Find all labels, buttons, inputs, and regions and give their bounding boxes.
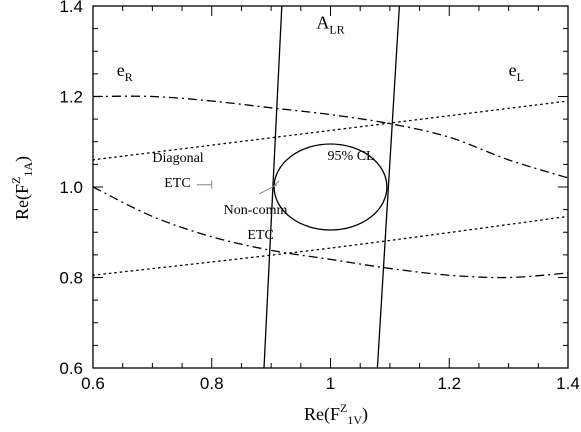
label-cl: 95% CL xyxy=(328,149,375,164)
y-axis-title: Re(FZ1A) xyxy=(9,156,35,220)
series-line-e-r-2 xyxy=(92,95,569,179)
x-axis-title: Re(FZ1V) xyxy=(304,401,368,427)
plot-curves xyxy=(92,5,569,369)
x-tick-label: 1.4 xyxy=(556,374,580,393)
label-er: eR xyxy=(117,60,133,84)
nc-bar-cap xyxy=(272,180,280,188)
y-tick-label: 1.0 xyxy=(59,178,83,197)
label-diag2: ETC xyxy=(164,176,190,191)
plot-axes: 0.6 0.8 1 1.2 1.4 0.6 0.8 1.0 1.2 1.4 xyxy=(59,0,579,393)
x-tick-label: 1 xyxy=(326,374,335,393)
x-tick-label: 1.2 xyxy=(437,374,461,393)
y-tick-label: 1.4 xyxy=(59,0,83,16)
series-line-e-l-5 xyxy=(92,215,569,276)
confidence-ellipse xyxy=(273,143,388,231)
label-nc2: ETC xyxy=(247,228,273,243)
x-tick-label: 0.8 xyxy=(200,374,224,393)
y-tick-label: 0.6 xyxy=(59,359,83,378)
series-line-e-l-4 xyxy=(92,100,569,161)
label-nc1: Non-comm xyxy=(224,203,288,218)
label-el: eL xyxy=(509,60,524,84)
plot-annotations: ALR eR eL 95% CL Diagonal ETC Non-comm ETC xyxy=(117,13,524,243)
series-line-a-lr-1 xyxy=(376,5,401,369)
series-line-e-r-3 xyxy=(92,186,569,279)
y-tick-label: 1.2 xyxy=(59,88,83,107)
y-tick-label: 0.8 xyxy=(59,269,83,288)
label-alr: ALR xyxy=(316,13,344,37)
label-diag1: Diagonal xyxy=(152,151,203,166)
x-tick-label: 0.6 xyxy=(81,374,105,393)
